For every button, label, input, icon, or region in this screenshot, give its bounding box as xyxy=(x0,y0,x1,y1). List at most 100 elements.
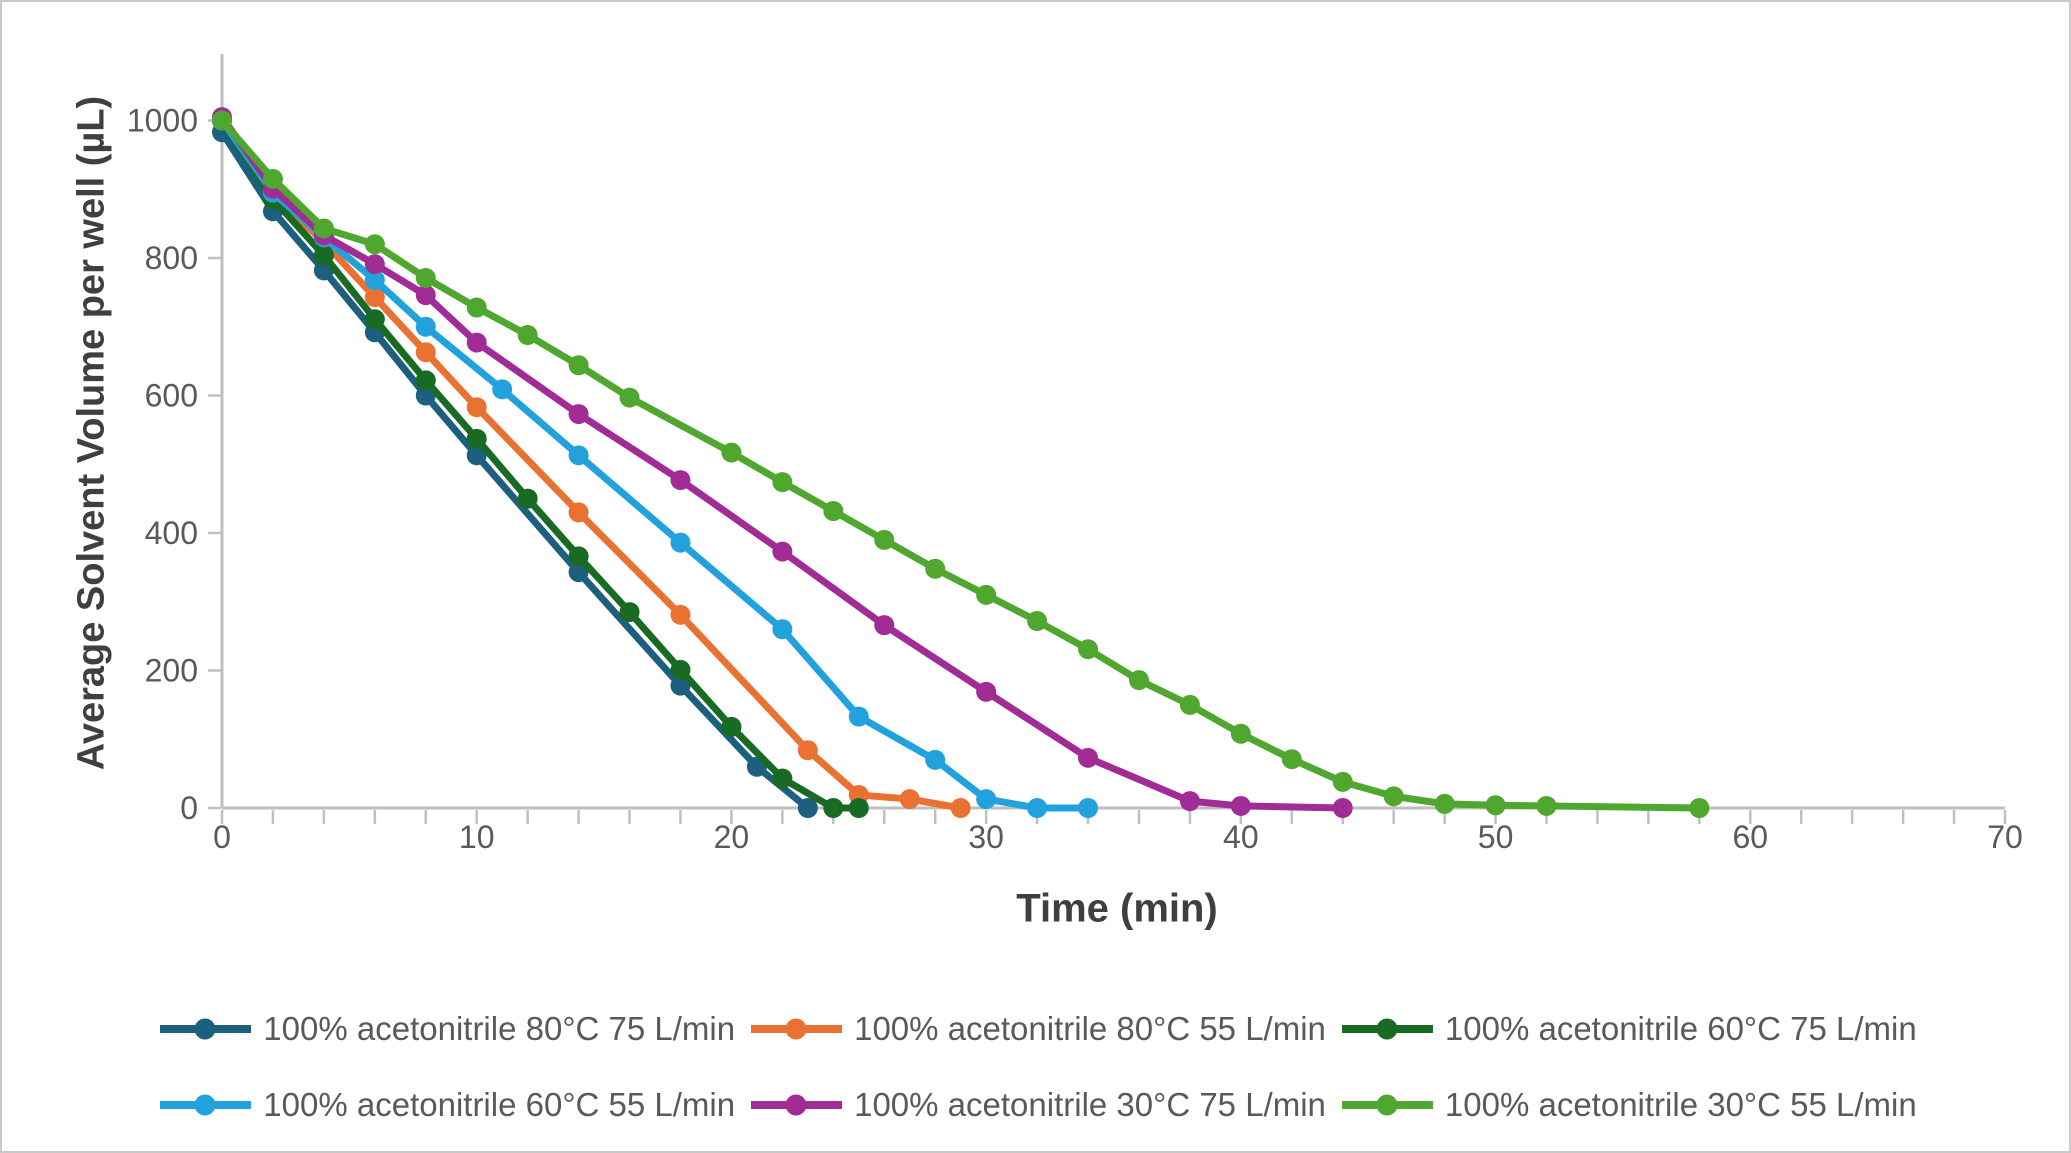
series-marker-2 xyxy=(619,602,640,623)
series-marker-5 xyxy=(721,442,742,463)
legend-item-30c-55lmin: 100% acetonitrile 30°C 55 L/min xyxy=(1340,1086,1917,1124)
x-tick-label: 30 xyxy=(968,819,1004,855)
series-marker-1 xyxy=(466,397,487,418)
series-marker-5 xyxy=(1536,795,1557,816)
series-marker-5 xyxy=(772,472,793,493)
chart-legend: 100% acetonitrile 80°C 75 L/min 100% ace… xyxy=(2,1010,2069,1124)
series-marker-3 xyxy=(925,749,946,770)
y-tick-label: 200 xyxy=(145,653,198,689)
series-marker-5 xyxy=(1383,786,1404,807)
series-marker-3 xyxy=(1027,798,1048,818)
x-tick-label: 60 xyxy=(1732,819,1768,855)
series-marker-1 xyxy=(415,342,436,363)
legend-item-60c-75lmin: 100% acetonitrile 60°C 75 L/min xyxy=(1340,1010,1917,1048)
series-marker-4 xyxy=(874,615,895,636)
series-marker-1 xyxy=(899,789,920,810)
series-marker-3 xyxy=(670,532,691,553)
legend-line-marker-icon xyxy=(1341,1018,1433,1040)
series-marker-1 xyxy=(568,502,589,523)
legend-label: 100% acetonitrile 60°C 75 L/min xyxy=(1444,1010,1917,1047)
y-axis-title: Average Solvent Volume per well (µL) xyxy=(70,95,113,771)
series-marker-3 xyxy=(976,789,997,810)
legend-line-marker-icon xyxy=(751,1018,843,1040)
legend-item-30c-75lmin: 100% acetonitrile 30°C 75 L/min xyxy=(749,1086,1326,1124)
series-marker-5 xyxy=(925,558,946,579)
series-marker-3 xyxy=(568,445,589,466)
series-marker-4 xyxy=(466,332,487,353)
x-tick-label: 50 xyxy=(1478,819,1514,855)
series-line-4 xyxy=(218,113,1347,812)
legend-label: 100% acetonitrile 80°C 55 L/min xyxy=(854,1010,1326,1047)
legend-row-2: 100% acetonitrile 60°C 55 L/min 100% ace… xyxy=(2,1086,2069,1124)
series-marker-5 xyxy=(619,387,640,408)
series-marker-5 xyxy=(1027,611,1048,631)
series-marker-4 xyxy=(1332,798,1353,818)
legend-label: 100% acetonitrile 30°C 55 L/min xyxy=(1444,1086,1917,1123)
series-marker-3 xyxy=(415,316,436,337)
series-marker-3 xyxy=(1078,798,1099,818)
y-tick-label: 400 xyxy=(145,515,198,551)
series-marker-5 xyxy=(1485,795,1506,816)
series-marker-5 xyxy=(313,218,334,239)
series-marker-3 xyxy=(848,706,869,727)
legend-label: 100% acetonitrile 30°C 75 L/min xyxy=(854,1086,1326,1123)
series-marker-2 xyxy=(364,309,385,330)
legend-line-marker-icon xyxy=(1341,1094,1433,1116)
series-marker-5 xyxy=(1078,639,1099,660)
series-line-2 xyxy=(218,117,863,812)
legend-line-marker-icon xyxy=(751,1094,843,1116)
series-marker-5 xyxy=(1332,771,1353,792)
x-axis-title: Time (min) xyxy=(1016,886,1218,931)
series-marker-3 xyxy=(492,379,513,400)
series-marker-2 xyxy=(517,488,538,509)
series-marker-4 xyxy=(976,681,997,702)
y-tick-label: 1000 xyxy=(127,103,198,139)
series-marker-5 xyxy=(466,297,487,318)
x-tick-label: 0 xyxy=(213,819,231,855)
series-marker-2 xyxy=(772,768,793,789)
series-line-3 xyxy=(218,117,1092,812)
series-marker-5 xyxy=(1689,798,1710,818)
series-line-0 xyxy=(218,128,812,812)
series-marker-5 xyxy=(415,267,436,288)
series-marker-3 xyxy=(364,270,385,290)
series-line-5 xyxy=(218,117,1703,812)
series-marker-5 xyxy=(1230,723,1251,744)
series-marker-5 xyxy=(1434,793,1455,814)
x-tick-label: 20 xyxy=(714,819,750,855)
legend-line-marker-icon xyxy=(160,1094,252,1116)
x-tick-label: 10 xyxy=(459,819,495,855)
series-marker-5 xyxy=(1128,670,1149,691)
series-marker-2 xyxy=(466,428,487,449)
series-marker-5 xyxy=(823,501,844,521)
series-marker-2 xyxy=(568,546,589,567)
series-marker-2 xyxy=(313,245,334,266)
series-marker-1 xyxy=(364,287,385,308)
legend-item-80c-75lmin: 100% acetonitrile 80°C 75 L/min xyxy=(158,1010,735,1048)
series-marker-4 xyxy=(1179,791,1200,812)
series-marker-2 xyxy=(670,659,691,680)
x-tick-label: 40 xyxy=(1223,819,1259,855)
series-marker-5 xyxy=(1179,694,1200,715)
series-marker-4 xyxy=(415,285,436,306)
y-tick-label: 600 xyxy=(145,378,198,414)
series-marker-4 xyxy=(670,470,691,491)
legend-line-marker-icon xyxy=(160,1018,252,1040)
series-marker-2 xyxy=(823,798,844,818)
x-tick-label: 70 xyxy=(1987,819,2023,855)
legend-item-80c-55lmin: 100% acetonitrile 80°C 55 L/min xyxy=(749,1010,1326,1048)
series-marker-2 xyxy=(721,716,742,737)
series-marker-4 xyxy=(1230,795,1251,816)
series-marker-1 xyxy=(670,604,691,625)
series-marker-4 xyxy=(1078,747,1099,768)
series-marker-0 xyxy=(466,445,487,466)
series-marker-1 xyxy=(797,740,818,761)
series-marker-5 xyxy=(212,110,232,131)
legend-row-1: 100% acetonitrile 80°C 75 L/min 100% ace… xyxy=(2,1010,2069,1048)
series-marker-5 xyxy=(874,529,895,550)
legend-label: 100% acetonitrile 60°C 55 L/min xyxy=(263,1086,736,1123)
y-tick-label: 800 xyxy=(145,240,198,276)
series-marker-5 xyxy=(976,584,997,605)
